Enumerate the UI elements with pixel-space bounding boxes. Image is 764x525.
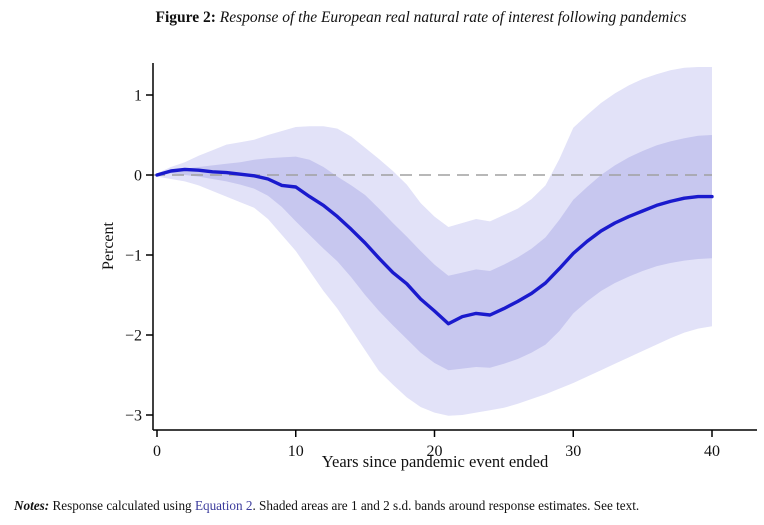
figure-number-label: Figure 2: xyxy=(155,9,216,26)
figure-title-text: Response of the European real natural ra… xyxy=(219,9,687,26)
axes xyxy=(152,63,757,431)
y-tick-label: 1 xyxy=(134,88,142,105)
notes: Notes: Response calculated using Equatio… xyxy=(14,498,758,515)
band-2sd-area xyxy=(157,67,712,416)
x-tick-label: 30 xyxy=(565,443,581,460)
axis-ticks xyxy=(146,94,713,437)
x-tick-label: 10 xyxy=(288,443,304,460)
figure-caption: Figure 2: Response of the European real … xyxy=(78,8,764,28)
axis-lines xyxy=(152,63,757,431)
x-tick-label: 40 xyxy=(704,443,720,460)
response-line xyxy=(155,167,714,326)
notes-text-before-link: Response calculated using xyxy=(52,498,192,513)
y-tick-label: −2 xyxy=(125,328,142,345)
response-polyline xyxy=(155,167,714,326)
y-axis-title: Percent xyxy=(100,222,117,270)
x-tick-label: 20 xyxy=(427,443,443,460)
chart: 10−1−2−30 10 20 30 40 xyxy=(125,63,757,461)
equation-link[interactable]: Equation 2 xyxy=(194,498,253,513)
band-2sd-polygon xyxy=(157,67,712,416)
notes-text-after-link: . Shaded areas are 1 and 2 s.d. bands ar… xyxy=(252,498,640,513)
band-1sd-polygon xyxy=(157,135,712,371)
y-tick-label: −1 xyxy=(125,248,142,265)
x-axis-title: Years since pandemic event ended xyxy=(321,452,549,471)
notes-label: Notes: xyxy=(14,498,50,513)
x-tick-label: 0 xyxy=(153,443,161,460)
band-1sd-area xyxy=(157,135,712,371)
y-tick-label: 0 xyxy=(134,168,142,185)
axis-tick-labels: 10−1−2−30 10 20 30 40 xyxy=(125,88,720,461)
y-tick-label: −3 xyxy=(125,408,142,425)
